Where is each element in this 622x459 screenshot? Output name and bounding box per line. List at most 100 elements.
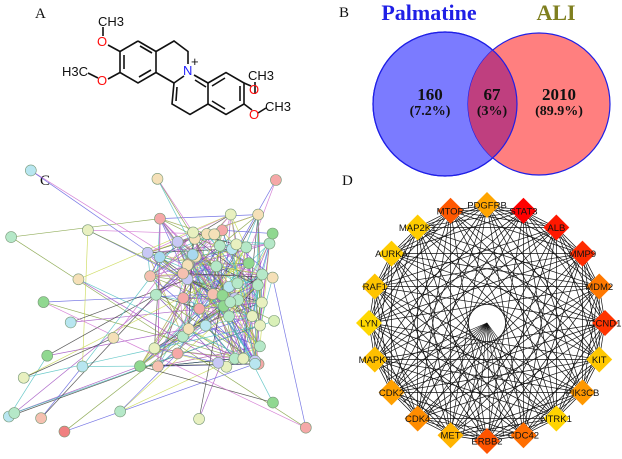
protein-node — [270, 174, 282, 186]
network-edge — [391, 286, 600, 393]
network-node-mapk8[interactable]: MAPK8 — [359, 346, 391, 373]
network-node-met[interactable]: MET — [437, 422, 464, 449]
network-node-erbb2[interactable]: ERBB2 — [471, 428, 503, 454]
protein-node — [246, 310, 258, 322]
panel-label-a: A — [35, 6, 46, 22]
node-diamond — [378, 240, 405, 267]
network-edge — [374, 286, 606, 324]
node-diamond — [361, 273, 388, 300]
protein-node — [300, 421, 312, 434]
network-edge — [47, 294, 157, 357]
network-node-pdgfrb[interactable]: PDGFRB — [467, 192, 507, 218]
network-edge — [272, 277, 307, 428]
network-edge — [450, 210, 557, 228]
network-edge — [368, 322, 418, 419]
network-node-map2k1[interactable]: MAP2K1 — [399, 214, 437, 241]
protein-node — [152, 360, 164, 373]
venn-set-name-ali: ALI — [536, 0, 575, 25]
network-node-pik3cb[interactable]: PIK3CB — [566, 379, 600, 406]
network-edge — [523, 210, 606, 324]
network-edge — [450, 418, 557, 436]
protein-node — [230, 238, 243, 251]
network-edge — [188, 328, 235, 359]
network-node-mtor[interactable]: MTOR — [437, 197, 465, 224]
network-edge — [417, 204, 488, 419]
network-edge — [47, 325, 206, 357]
network-edge — [157, 305, 224, 367]
protein-node — [107, 332, 120, 344]
network-edge — [486, 204, 557, 419]
node-diamond — [586, 346, 613, 373]
network-edge — [159, 214, 259, 219]
methyl-label: CH3 — [265, 99, 291, 114]
protein-node — [177, 330, 189, 343]
bond — [107, 44, 121, 53]
node-diamond — [592, 310, 618, 336]
node-diamond — [404, 405, 431, 432]
oxygen-atom: O — [97, 73, 107, 88]
protein-node — [207, 288, 219, 300]
network-edge — [417, 227, 606, 324]
network-node-mmp9[interactable]: MMP9 — [569, 240, 596, 267]
protein-node — [177, 267, 189, 280]
network-node-ntrk1[interactable]: NTRK1 — [541, 405, 572, 432]
network-edges — [368, 204, 606, 442]
bond — [243, 103, 253, 111]
network-node-alb[interactable]: ALB — [543, 214, 570, 241]
network-edge — [177, 247, 247, 354]
bond-ring-2 — [155, 40, 189, 64]
node-diamond — [569, 240, 596, 267]
venn-intersection — [468, 33, 517, 175]
network-edge — [391, 210, 524, 254]
network-edge — [374, 286, 418, 419]
network-edge — [391, 204, 488, 254]
network-edge — [486, 204, 583, 254]
network-edge — [486, 253, 583, 442]
network-edge — [182, 245, 221, 299]
hub-edge — [462, 322, 488, 436]
hub-edge — [403, 322, 488, 403]
oxygen-atom: O — [249, 82, 259, 97]
network-edge — [219, 245, 231, 303]
network-edge — [187, 265, 200, 309]
network-edge — [391, 392, 524, 436]
node-diamond — [586, 273, 613, 300]
protein-node — [256, 268, 268, 281]
network-edge — [486, 286, 600, 442]
network-node-aurka[interactable]: AURKA — [375, 240, 409, 267]
protein-node — [212, 357, 225, 369]
network-node-cdk4[interactable]: CDK4 — [404, 405, 431, 432]
network-node-cdk2[interactable]: CDK2 — [378, 379, 405, 406]
network-edge — [368, 322, 524, 436]
network-node-ccnd1[interactable]: CCND1 — [589, 310, 622, 336]
network-node-raf1[interactable]: RAF1 — [361, 273, 388, 300]
network-node-stat3[interactable]: STAT3 — [509, 197, 538, 224]
node-label: LYN — [360, 319, 378, 330]
network-edge — [523, 210, 583, 393]
venn-count-left: 160 — [417, 85, 443, 104]
network-edge — [155, 294, 200, 310]
network-node-kit[interactable]: KIT — [586, 346, 613, 373]
network-edge — [391, 227, 557, 393]
network-node-cdc42[interactable]: CDC42 — [508, 422, 539, 449]
protein-node — [58, 425, 71, 438]
network-node-mdm2[interactable]: MDM2 — [585, 273, 613, 300]
double-bond — [138, 69, 152, 78]
node-label: MMP9 — [569, 249, 596, 260]
network-edge — [391, 253, 600, 287]
network-edge — [374, 227, 557, 287]
network-edge — [374, 227, 557, 360]
venn-count-right: 2010 — [542, 85, 576, 104]
protein-node — [214, 240, 226, 252]
network-edge — [374, 253, 583, 360]
network-edge — [417, 322, 606, 419]
bond — [173, 75, 185, 84]
network-node-lyn[interactable]: LYN — [356, 310, 382, 336]
network-edge — [450, 253, 583, 436]
network-edge — [391, 392, 488, 442]
hub-edge — [486, 322, 531, 430]
protein-node — [177, 292, 190, 304]
network-edge — [43, 301, 259, 365]
